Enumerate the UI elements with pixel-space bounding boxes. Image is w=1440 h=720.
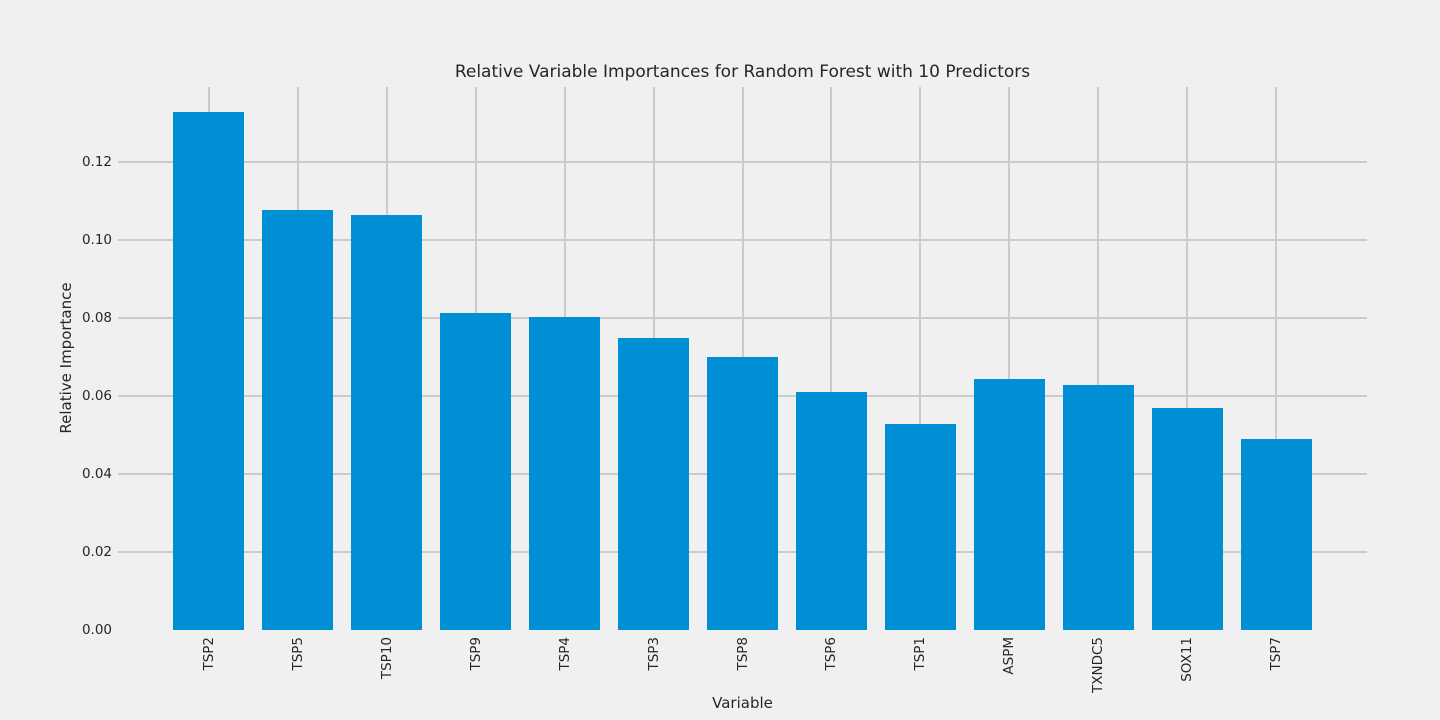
x-tick-label-tsp8: TSP8 bbox=[734, 637, 751, 671]
x-tick-label-aspm: ASPM bbox=[1001, 637, 1018, 675]
bar-tsp4 bbox=[528, 316, 601, 630]
x-axis-label: Variable bbox=[712, 694, 773, 712]
x-tick-label-tsp1: TSP1 bbox=[912, 637, 929, 671]
x-tick-label-tsp5: TSP5 bbox=[289, 637, 306, 671]
bar-sox11 bbox=[1151, 407, 1223, 630]
bar-tsp10 bbox=[351, 214, 423, 630]
y-tick-label-0.08: 0.08 bbox=[81, 309, 112, 326]
bar-tsp1 bbox=[884, 424, 956, 630]
y-tick-label-0.12: 0.12 bbox=[81, 153, 112, 170]
bar-tsp3 bbox=[617, 337, 690, 630]
x-tick-label-sox11: SOX11 bbox=[1179, 637, 1196, 682]
bar-tsp7 bbox=[1240, 438, 1312, 630]
x-tick-label-tsp3: TSP3 bbox=[645, 637, 662, 671]
x-tick-label-tsp4: TSP4 bbox=[556, 637, 573, 671]
bar-tsp9 bbox=[440, 312, 512, 630]
bar-tsp2 bbox=[173, 111, 245, 630]
plot-area bbox=[118, 87, 1367, 630]
gridline-x-aspm bbox=[1008, 87, 1011, 630]
y-tick-label-0.04: 0.04 bbox=[81, 465, 112, 482]
chart-title: Relative Variable Importances for Random… bbox=[454, 62, 1031, 82]
bar-tsp6 bbox=[795, 391, 868, 630]
y-tick-label-0.02: 0.02 bbox=[81, 543, 112, 560]
gridline-x-tsp1 bbox=[919, 87, 922, 630]
x-tick-label-tsp7: TSP7 bbox=[1268, 637, 1285, 671]
bar-tsp8 bbox=[706, 356, 779, 630]
x-tick-label-txndc5: TXNDC5 bbox=[1090, 637, 1107, 694]
bar-txndc5 bbox=[1062, 385, 1134, 630]
y-axis-label: Relative Importance bbox=[57, 282, 75, 434]
bar-aspm bbox=[973, 379, 1045, 630]
y-tick-label-0.00: 0.00 bbox=[81, 622, 112, 638]
y-tick-label-0.10: 0.10 bbox=[81, 231, 112, 248]
x-tick-label-tsp9: TSP9 bbox=[467, 637, 484, 671]
gridline-x-txndc5 bbox=[1097, 87, 1100, 630]
x-tick-label-tsp10: TSP10 bbox=[378, 637, 395, 680]
gridline-x-sox11 bbox=[1186, 87, 1189, 630]
gridline-x-tsp7 bbox=[1275, 87, 1278, 630]
x-tick-label-tsp2: TSP2 bbox=[200, 637, 217, 671]
y-tick-label-0.06: 0.06 bbox=[81, 387, 112, 404]
bar-tsp5 bbox=[262, 210, 334, 630]
gridline-x-tsp6 bbox=[830, 87, 833, 630]
x-tick-label-tsp6: TSP6 bbox=[823, 637, 840, 671]
